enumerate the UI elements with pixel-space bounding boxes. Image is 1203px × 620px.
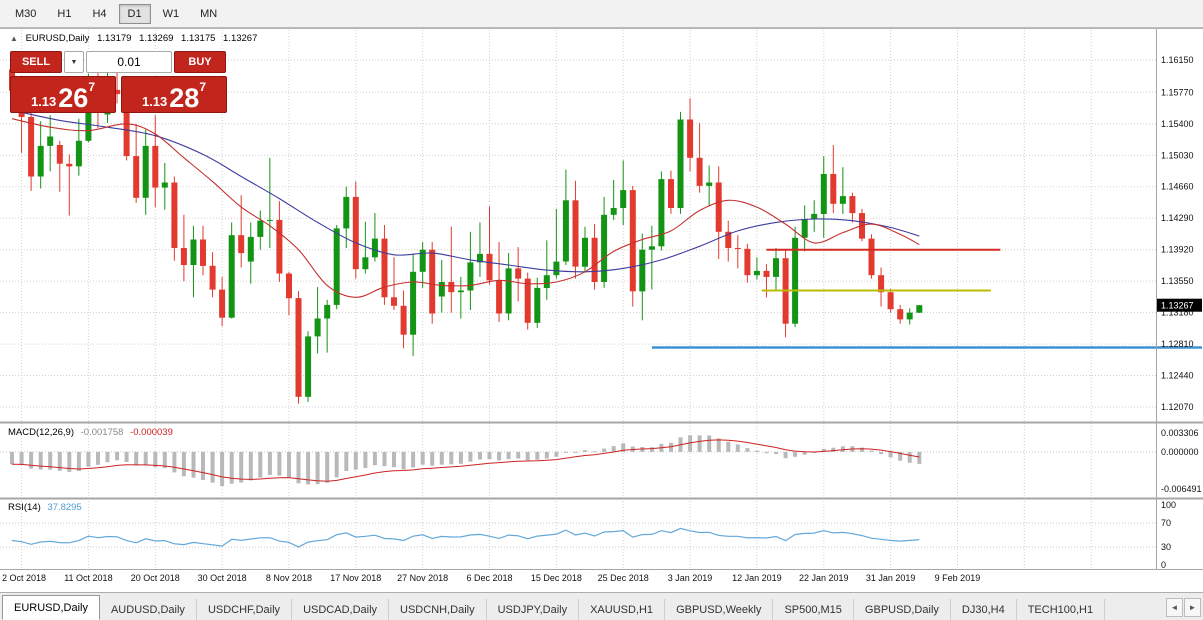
buy-price-prefix: 1.13 [141,94,168,109]
svg-text:2 Oct 2018: 2 Oct 2018 [2,573,46,583]
chart-tab-8[interactable]: GBPUSD,Weekly [665,599,774,620]
rsi-line [11,527,920,548]
macd-axis[interactable]: 0.003306 0.000000 -0.006491 [1161,428,1202,494]
sell-price-button[interactable]: 1.13 26 7 [10,76,116,113]
svg-text:12 Jan 2019: 12 Jan 2019 [732,573,782,583]
svg-text:25 Dec 2018: 25 Dec 2018 [598,573,649,583]
volume-input[interactable] [86,51,172,73]
svg-text:11 Oct 2018: 11 Oct 2018 [64,573,112,583]
buy-price-button[interactable]: 1.13 28 7 [121,76,227,113]
svg-text:100: 100 [1161,500,1176,510]
svg-text:1.15770: 1.15770 [1161,87,1194,97]
svg-text:17 Nov 2018: 17 Nov 2018 [330,573,381,583]
timeframe-h1-button[interactable]: H1 [57,7,72,20]
timeframe-d1-button[interactable]: D1 [118,3,151,24]
timeframe-m30-button[interactable]: M30 [15,7,37,20]
chart-tab-4[interactable]: USDCAD,Daily [292,599,390,620]
ohlc-high-value: 1.13269 [139,33,174,44]
chart-tab-1[interactable]: EURUSD,Daily [2,595,100,620]
chart-tab-11[interactable]: DJ30,H4 [951,599,1017,620]
svg-text:3 Jan 2019: 3 Jan 2019 [668,573,713,583]
sell-price-prefix: 1.13 [30,94,57,109]
svg-text:1.13267: 1.13267 [1161,301,1194,311]
svg-text:0: 0 [1161,560,1166,570]
svg-text:31 Jan 2019: 31 Jan 2019 [866,573,916,583]
chart-tab-7[interactable]: XAUUSD,H1 [579,599,666,620]
sell-button[interactable]: SELL [10,51,62,73]
svg-text:20 Oct 2018: 20 Oct 2018 [131,573,180,583]
macd-name: MACD(12,26,9) [8,427,74,438]
rsi-name: RSI(14) [8,502,41,513]
tab-scroll-arrows: ◄ ► [1162,598,1203,620]
current-price-badge [1157,298,1202,312]
chart-tab-6[interactable]: USDJPY,Daily [487,599,580,620]
svg-text:27 Nov 2018: 27 Nov 2018 [397,573,448,583]
moving-average-lines [11,109,920,298]
svg-text:-0.006491: -0.006491 [1161,484,1202,494]
svg-text:1.13550: 1.13550 [1161,276,1194,286]
tab-scroll-right-button[interactable]: ► [1184,598,1201,617]
macd-signal-value: -0.000039 [130,427,173,438]
macd-histogram [10,435,922,486]
svg-text:1.15400: 1.15400 [1161,119,1194,129]
chart-tab-5[interactable]: USDCNH,Daily [389,599,487,620]
chevron-down-icon: ▼ [70,58,78,66]
chart-symbol-label: EURUSD,Daily [25,33,90,44]
svg-text:1.12070: 1.12070 [1161,402,1194,412]
chart-title: ▲ EURUSD,Daily 1.13179 1.13269 1.13175 1… [10,33,262,44]
chart-tab-9[interactable]: SP500,M15 [773,599,854,620]
rsi-axis[interactable]: 100 70 30 0 [1161,500,1176,570]
svg-text:1.16150: 1.16150 [1161,55,1194,65]
chart-tab-10[interactable]: GBPUSD,Daily [854,599,951,620]
svg-text:6 Dec 2018: 6 Dec 2018 [466,573,512,583]
svg-text:1.14290: 1.14290 [1161,213,1194,223]
buy-price-pipette: 7 [199,80,207,94]
tab-scroll-left-button[interactable]: ◄ [1166,598,1183,617]
chart-tab-3[interactable]: USDCHF,Daily [197,599,293,620]
svg-text:22 Jan 2019: 22 Jan 2019 [799,573,849,583]
macd-indicator-label: MACD(12,26,9) -0.001758 -0.000039 [8,427,173,438]
svg-text:1.12810: 1.12810 [1161,339,1194,349]
svg-text:1.15030: 1.15030 [1161,150,1194,160]
buy-button[interactable]: BUY [174,51,226,73]
sell-price-pipette: 7 [88,80,96,94]
svg-text:1.13180: 1.13180 [1161,308,1194,318]
rsi-value: 37.8295 [47,502,82,513]
ohlc-close-value: 1.13267 [223,33,258,44]
svg-text:9 Feb 2019: 9 Feb 2019 [935,573,981,583]
ohlc-open-value: 1.13179 [97,33,132,44]
sell-price-big-digits: 26 [58,82,89,113]
macd-main-value: -0.001758 [80,427,124,438]
svg-text:30 Oct 2018: 30 Oct 2018 [198,573,247,583]
period-toolbar: M30 H1 H4 D1 W1 MN [0,0,1203,28]
panel-splitters[interactable] [0,28,1203,570]
svg-text:0.000000: 0.000000 [1161,447,1199,457]
chart-tabbar: EURUSD,Daily AUDUSD,Daily USDCHF,Daily USDC… [0,592,1203,620]
one-click-collapse-icon[interactable]: ▲ [10,34,18,43]
svg-text:1.12440: 1.12440 [1161,371,1194,381]
ohlc-low-value: 1.13175 [181,33,216,44]
buy-price-big-digits: 28 [169,82,200,113]
svg-text:15 Dec 2018: 15 Dec 2018 [531,573,582,583]
chart-tab-12[interactable]: TECH100,H1 [1017,599,1106,620]
timeframe-mn-button[interactable]: MN [200,7,218,20]
horizontal-line-objects[interactable] [651,248,1202,349]
svg-text:1.14660: 1.14660 [1161,182,1194,192]
time-axis[interactable]: 2 Oct 2018 11 Oct 2018 20 Oct 2018 30 Oct 2… [2,573,980,583]
rsi-indicator-label: RSI(14) 37.8295 [8,502,82,513]
svg-text:8 Nov 2018: 8 Nov 2018 [266,573,312,583]
svg-text:30: 30 [1161,542,1171,552]
chart-tab-2[interactable]: AUDUSD,Daily [100,599,197,620]
svg-text:0.003306: 0.003306 [1161,428,1199,438]
macd-signal-line [11,439,920,482]
chart-tabs: EURUSD,Daily AUDUSD,Daily USDCHF,Daily USDC… [0,595,1162,620]
svg-text:70: 70 [1161,518,1171,528]
timeframe-h4-button[interactable]: H4 [92,7,107,20]
svg-text:1.13920: 1.13920 [1161,245,1194,255]
price-axis[interactable]: 1.16150 1.15770 1.15400 1.15030 1.14660 1.142… [1157,55,1202,412]
one-click-trading-panel: SELL ▼ BUY 1.13 26 7 1.13 28 7 [10,51,227,113]
timeframe-w1-button[interactable]: W1 [162,7,180,20]
volume-dropdown-button[interactable]: ▼ [64,51,84,73]
